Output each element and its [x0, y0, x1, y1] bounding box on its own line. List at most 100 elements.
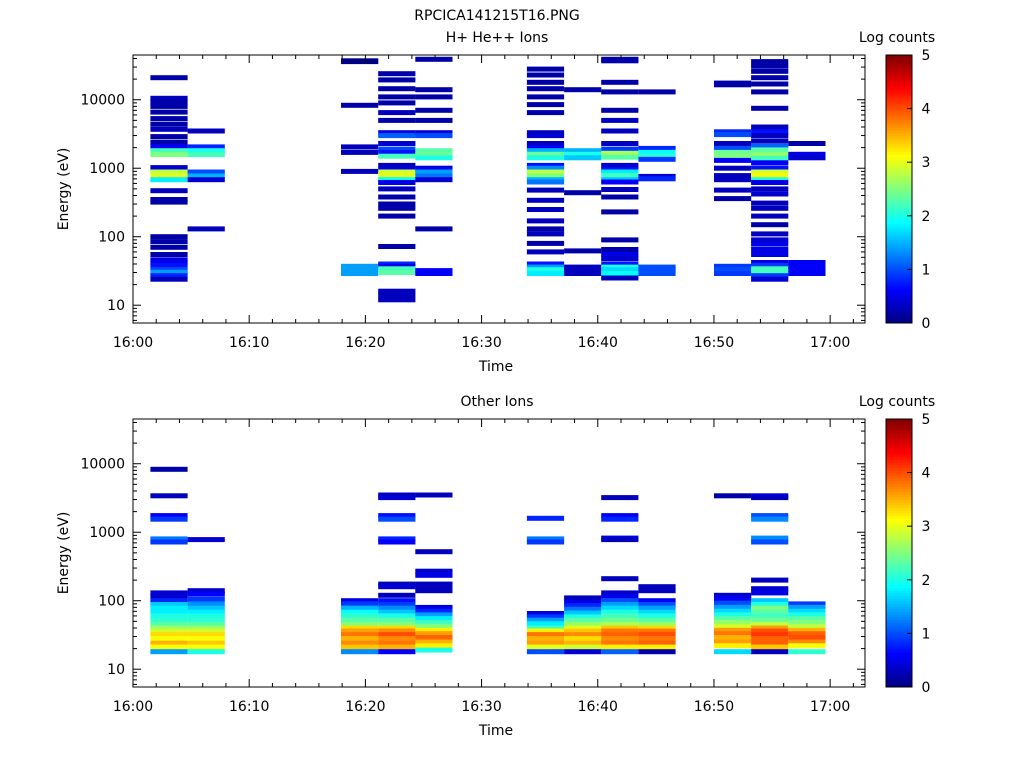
- heatmap-cell: [751, 129, 789, 135]
- colorbar-swatch: [886, 654, 912, 658]
- heatmap-cell: [751, 577, 789, 583]
- heatmap-cell: [526, 130, 565, 136]
- heatmap-cell: [714, 604, 752, 610]
- colorbar-swatch: [886, 461, 912, 465]
- colorbar-swatch: [886, 558, 912, 562]
- heatmap-cell: [638, 617, 676, 623]
- heatmap-cell: [788, 151, 826, 157]
- colorbar-swatch: [886, 119, 912, 123]
- heatmap-cell: [601, 79, 639, 85]
- x-tick-label: 16:30: [461, 699, 501, 715]
- colorbar-swatch: [886, 172, 912, 176]
- heatmap-cell: [526, 141, 565, 146]
- colorbar-swatch: [886, 207, 912, 211]
- heatmap-cell: [638, 625, 676, 631]
- heatmap-cell: [638, 149, 676, 155]
- heatmap-cell: [638, 649, 676, 655]
- colorbar-swatch: [886, 304, 912, 308]
- heatmap-cell: [415, 588, 453, 594]
- heatmap-cell: [601, 594, 639, 600]
- heatmap-cell: [415, 151, 453, 157]
- colorbar-swatch: [886, 290, 912, 294]
- heatmap-cell: [751, 640, 789, 646]
- heatmap-cell: [601, 252, 639, 257]
- colorbar-swatch: [886, 555, 912, 559]
- colorbar-swatch: [886, 582, 912, 586]
- colorbar-swatch: [886, 638, 912, 642]
- heatmap-cell: [751, 636, 789, 642]
- heatmap-cell: [187, 177, 225, 183]
- colorbar-swatch: [886, 57, 912, 61]
- heatmap-cell: [526, 102, 565, 108]
- colorbar-swatch: [886, 547, 912, 551]
- colorbar-swatch: [886, 162, 912, 166]
- colorbar-swatch: [886, 95, 912, 99]
- heatmap-cell: [601, 275, 639, 281]
- colorbar-swatch: [886, 229, 912, 233]
- heatmap-cell: [150, 173, 188, 179]
- colorbar-swatch: [886, 73, 912, 77]
- heatmap-cell: [638, 145, 676, 151]
- heatmap-cell: [751, 247, 789, 252]
- heatmap-cell: [415, 133, 453, 139]
- colorbar-swatch: [886, 213, 912, 217]
- heatmap-cell: [526, 86, 565, 92]
- heatmap-cell: [564, 614, 602, 620]
- heatmap-cell: [187, 644, 225, 650]
- heatmap-cell: [341, 636, 379, 642]
- heatmap-cell: [751, 252, 789, 257]
- heatmap-cell: [751, 237, 789, 243]
- colorbar-swatch: [886, 87, 912, 91]
- heatmap-cell: [378, 133, 416, 139]
- heatmap-cell: [526, 72, 565, 78]
- heatmap-cell: [150, 594, 188, 600]
- colorbar-tick-label: 4: [922, 102, 931, 118]
- heatmap-cell: [751, 105, 789, 111]
- heatmap-cell: [187, 640, 225, 646]
- heatmap-cell: [150, 152, 188, 158]
- heatmap-cell: [415, 639, 453, 645]
- heatmap-cell: [187, 609, 225, 615]
- colorbar-swatch: [886, 646, 912, 650]
- heatmap-cell: [150, 493, 188, 499]
- heatmap-cell: [415, 169, 453, 175]
- colorbar-swatch: [886, 312, 912, 316]
- chart-title: H+ He++ Ions: [446, 30, 549, 46]
- heatmap-cell: [788, 643, 826, 649]
- colorbar-swatch: [886, 456, 912, 460]
- heatmap-cell: [526, 249, 565, 255]
- heatmap-cell: [378, 598, 416, 604]
- colorbar-swatch: [886, 684, 912, 688]
- colorbar-swatch: [886, 202, 912, 206]
- heatmap-cell: [601, 495, 639, 501]
- colorbar-swatch: [886, 480, 912, 484]
- heatmap-cell: [150, 273, 188, 279]
- heatmap-cell: [751, 89, 789, 95]
- colorbar-swatch: [886, 103, 912, 107]
- colorbar-swatch: [886, 502, 912, 506]
- heatmap-cell: [788, 631, 826, 637]
- heatmap-cell: [751, 270, 789, 275]
- heatmap-cell: [526, 197, 565, 203]
- heatmap-cell: [601, 117, 639, 123]
- heatmap-cell: [714, 153, 752, 159]
- heatmap-cell: [638, 613, 676, 619]
- heatmap-cell: [751, 649, 789, 655]
- heatmap-cell: [788, 263, 826, 269]
- heatmap-cell: [601, 613, 639, 619]
- heatmap-cell: [150, 169, 188, 175]
- colorbar-swatch: [886, 256, 912, 260]
- colorbar-swatch: [886, 309, 912, 313]
- colorbar-swatch: [886, 531, 912, 535]
- heatmap-cell: [378, 173, 416, 179]
- colorbar-swatch: [886, 245, 912, 249]
- heatmap-cell: [526, 162, 565, 168]
- colorbar-swatch: [886, 231, 912, 235]
- colorbar-swatch: [886, 518, 912, 522]
- colorbar-swatch: [886, 617, 912, 621]
- heatmap-cell: [751, 273, 789, 279]
- heatmap-cell: [601, 173, 639, 179]
- heatmap-cell: [714, 149, 752, 155]
- heatmap-cell: [378, 169, 416, 175]
- heatmap-cell: [378, 636, 416, 642]
